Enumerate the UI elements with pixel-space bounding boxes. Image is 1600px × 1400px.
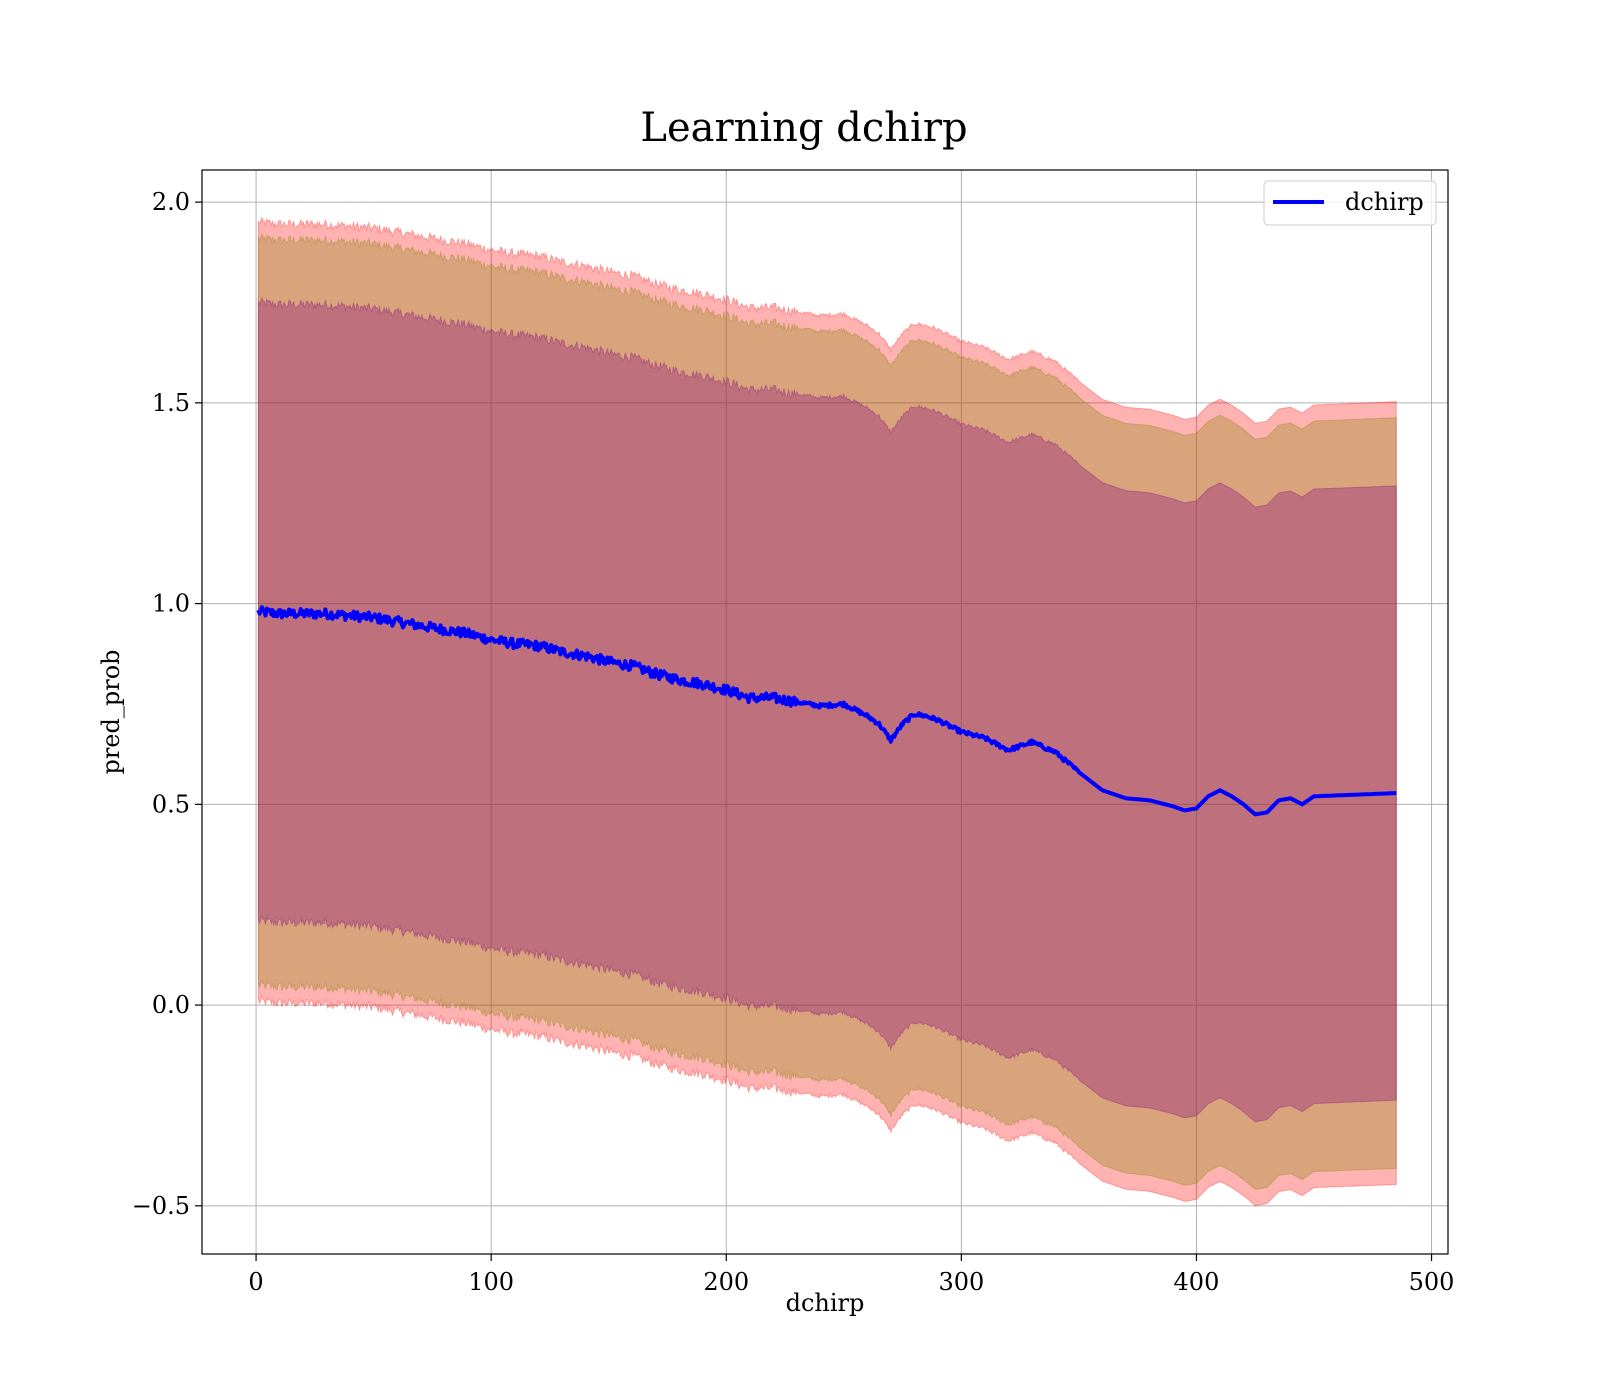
chart-title: Learning dchirp <box>640 105 967 151</box>
x-tick-label: 0 <box>248 1268 263 1296</box>
grid-layer <box>202 170 1448 1254</box>
uncertainty-band-3 <box>257 296 1397 1123</box>
plot-frame <box>201 169 1449 1255</box>
y-tick-label: 1.0 <box>152 590 190 618</box>
legend-label-dchirp: dchirp <box>1345 188 1424 216</box>
band-layer <box>257 216 1397 1207</box>
series-line-dchirp <box>256 605 1398 817</box>
legend: dchirp <box>1263 180 1437 226</box>
x-tick-label: 300 <box>938 1268 984 1296</box>
x-tick-label: 500 <box>1409 1268 1455 1296</box>
tick-layer: 0 100 200 300 400 500 −0.5 0.0 0.5 1.0 1.5 2.0 <box>132 188 1455 1296</box>
uncertainty-band-2 <box>257 232 1397 1191</box>
line-layer <box>256 605 1398 817</box>
x-tick-label: 200 <box>703 1268 749 1296</box>
y-tick-label: 1.5 <box>152 389 190 417</box>
x-tick-label: 400 <box>1174 1268 1220 1296</box>
y-tick-label: 2.0 <box>152 188 190 216</box>
uncertainty-band-1 <box>257 216 1397 1207</box>
legend-box <box>1263 180 1437 226</box>
y-tick-label: 0.5 <box>152 790 190 818</box>
y-tick-label: 0.0 <box>152 991 190 1019</box>
y-axis-label: pred_prob <box>97 649 125 774</box>
y-tick-label: −0.5 <box>132 1192 190 1220</box>
x-axis-label: dchirp <box>786 1289 865 1317</box>
x-tick-label: 100 <box>468 1268 514 1296</box>
